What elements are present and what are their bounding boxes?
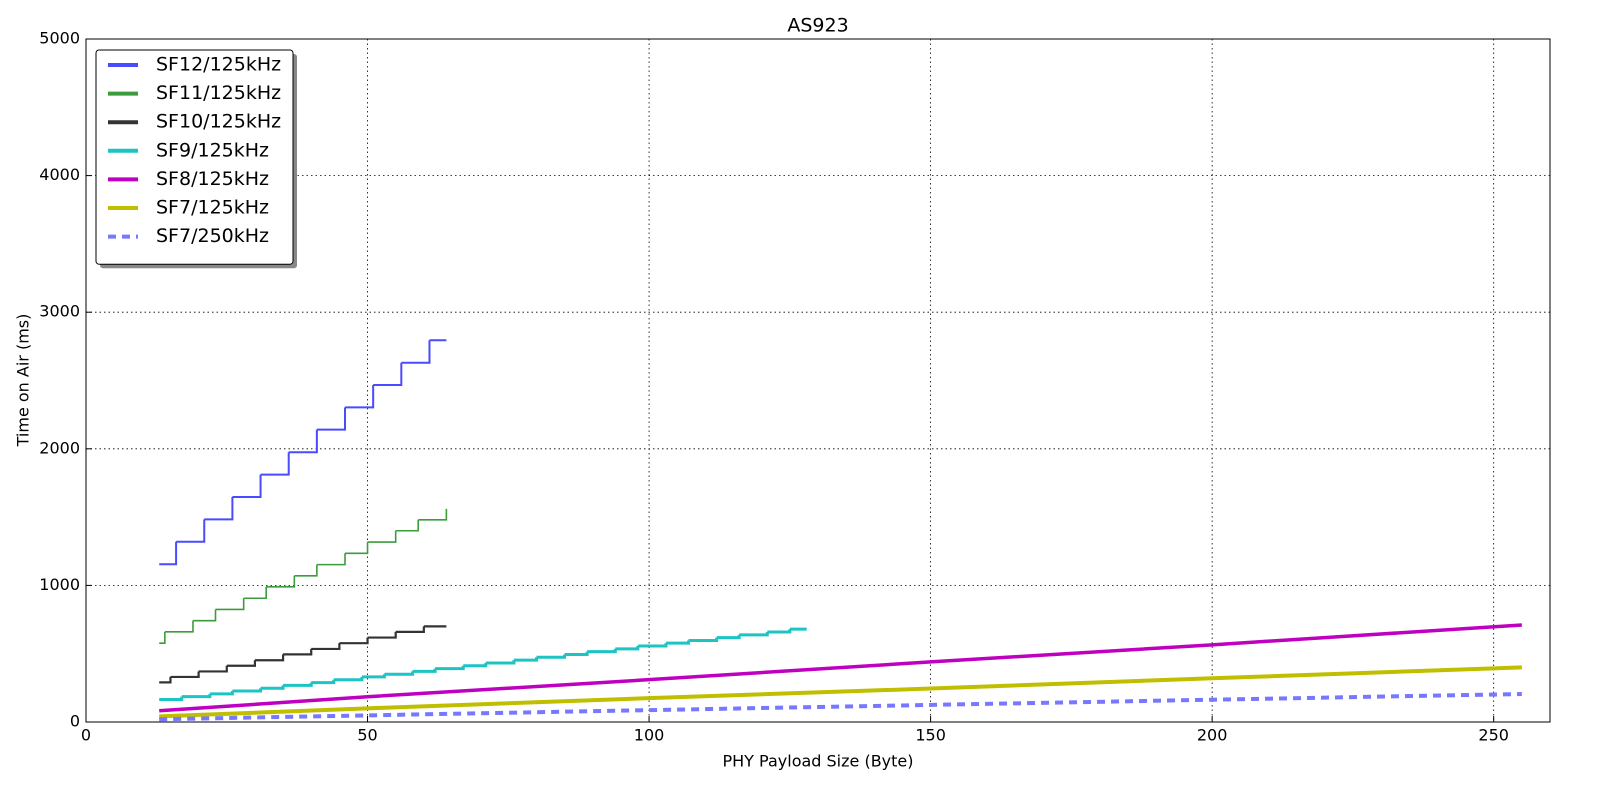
series-step bbox=[395, 626, 425, 633]
x-tick-label: 250 bbox=[1478, 726, 1509, 745]
series-line bbox=[159, 691, 1522, 722]
legend-label: SF12/125kHz bbox=[156, 54, 281, 76]
series-step bbox=[159, 676, 172, 684]
series-step bbox=[215, 598, 245, 611]
series-step bbox=[204, 497, 234, 521]
series-step bbox=[361, 674, 386, 679]
plot-frame bbox=[85, 38, 1551, 723]
x-tick-label: 200 bbox=[1197, 726, 1228, 745]
series-line bbox=[159, 665, 1522, 719]
y-axis-label: Time on Air (ms) bbox=[14, 314, 33, 448]
series-step bbox=[209, 690, 234, 696]
y-tick-label: 1000 bbox=[39, 575, 80, 594]
series-step bbox=[226, 660, 257, 667]
series-step bbox=[418, 508, 448, 521]
series-step bbox=[401, 340, 431, 364]
legend-label: SF11/125kHz bbox=[156, 82, 281, 104]
series-step bbox=[232, 688, 263, 693]
y-tick-label: 5000 bbox=[39, 29, 80, 48]
series-step bbox=[243, 586, 267, 600]
series-step bbox=[412, 668, 437, 673]
series-step bbox=[536, 654, 567, 659]
series-step bbox=[159, 696, 184, 701]
series-step bbox=[170, 671, 200, 679]
y-tick-label: 2000 bbox=[39, 438, 80, 457]
legend-label: SF7/125kHz bbox=[156, 197, 269, 219]
series-step bbox=[339, 637, 369, 645]
series-step bbox=[345, 385, 375, 409]
series-step bbox=[435, 665, 465, 671]
series-step bbox=[688, 637, 719, 642]
x-axis-label: PHY Payload Size (Byte) bbox=[723, 752, 914, 771]
legend-label: SF9/125kHz bbox=[156, 139, 269, 161]
series-step bbox=[384, 671, 415, 676]
series-step bbox=[181, 693, 212, 699]
series-step bbox=[266, 575, 296, 588]
series-line bbox=[159, 623, 1522, 713]
series-step bbox=[311, 679, 336, 685]
legend-label: SF8/125kHz bbox=[156, 168, 269, 190]
series-step bbox=[485, 660, 516, 665]
series-step bbox=[367, 530, 397, 543]
series-step bbox=[637, 643, 668, 648]
series-step bbox=[198, 665, 228, 673]
series-step bbox=[767, 629, 792, 634]
series-step bbox=[283, 648, 313, 656]
series-step bbox=[294, 564, 318, 577]
series-step bbox=[463, 662, 488, 668]
series-step bbox=[159, 541, 178, 566]
series-step bbox=[615, 646, 640, 651]
y-tick-label: 4000 bbox=[39, 165, 80, 184]
series-step bbox=[564, 651, 589, 657]
series-step bbox=[367, 631, 397, 639]
series-step bbox=[665, 640, 690, 645]
series-step bbox=[373, 362, 403, 387]
legend-box bbox=[95, 49, 294, 265]
series-step bbox=[254, 654, 285, 662]
x-tick-label: 50 bbox=[357, 726, 377, 745]
series-step bbox=[587, 648, 617, 654]
x-tick-label: 150 bbox=[915, 726, 946, 745]
chart-title: AS923 bbox=[787, 15, 848, 37]
y-tick-label: 0 bbox=[70, 712, 80, 731]
series-step bbox=[192, 609, 217, 622]
legend-label: SF10/125kHz bbox=[156, 111, 281, 133]
series-step bbox=[260, 452, 290, 476]
series-step bbox=[716, 634, 741, 640]
series-step bbox=[739, 631, 769, 637]
series-step bbox=[333, 676, 364, 682]
series-step bbox=[316, 407, 347, 431]
series-step bbox=[176, 519, 206, 543]
series-step bbox=[260, 685, 285, 690]
x-tick-label: 100 bbox=[634, 726, 665, 745]
series-step bbox=[164, 620, 194, 633]
series-step bbox=[311, 643, 341, 651]
legend-label: SF7/250kHz bbox=[156, 225, 269, 247]
x-tick-label: 0 bbox=[81, 726, 91, 745]
series-step bbox=[232, 474, 262, 499]
series-step bbox=[283, 682, 313, 687]
series-step bbox=[288, 429, 318, 454]
series-step bbox=[345, 542, 369, 555]
series-step bbox=[395, 519, 420, 532]
series-step bbox=[513, 657, 538, 662]
y-tick-label: 3000 bbox=[39, 302, 80, 321]
series-step bbox=[159, 631, 166, 644]
series-step bbox=[316, 553, 346, 566]
